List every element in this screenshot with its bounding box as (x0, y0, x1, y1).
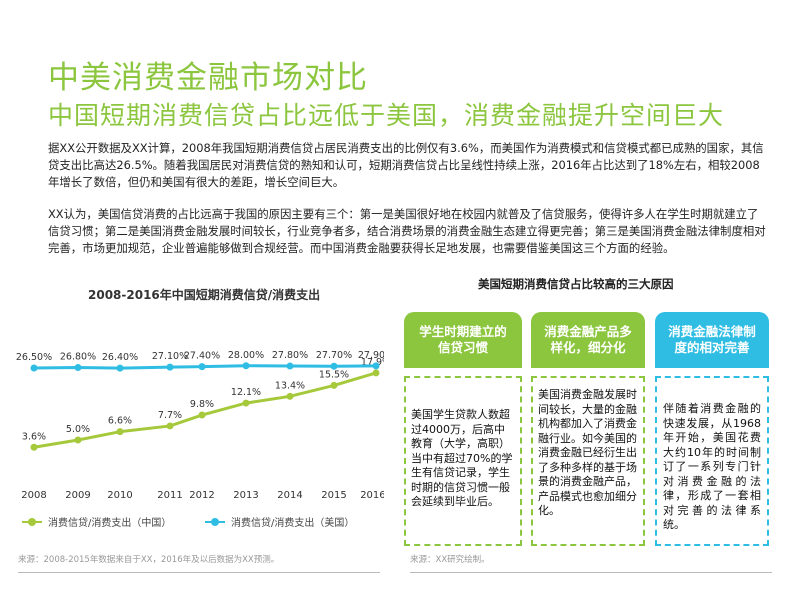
reason-3-box: 伴随着消费金融的快速发展，从1968年开始，美国花费大约10年的时间制订了一系列… (655, 376, 769, 546)
right-divider (410, 572, 772, 573)
x-tick-label: 2012 (189, 490, 214, 501)
series-line-china (33, 371, 377, 449)
reason-1-box: 美国学生贷款人数超过4000万，后高中教育（大学，高职）当中有超过70%的学生有… (404, 376, 522, 546)
analysis-paragraph: XX认为，美国信贷消费的占比远高于我国的原因主要有三个：第一是美国很好地在校园内… (48, 207, 766, 255)
data-point-china (372, 369, 380, 377)
x-tick-label: 2014 (277, 490, 302, 501)
legend-label-usa: 消费信贷/消费支出（美国） (231, 518, 355, 529)
reason-2-text: 美国消费金融发展时间较长，大量的金融机构都加入了消费金融行业。如今美国的消费金融… (538, 388, 637, 517)
chart-title: 2008-2016年中国短期消费信贷/消费支出 (88, 288, 321, 302)
left-divider (18, 572, 380, 573)
data-label-usa: 27.10% (152, 351, 188, 362)
legend-label-china: 消费信贷/消费支出（中国） (48, 518, 172, 529)
data-point-usa (242, 362, 250, 370)
legend-item-usa: 消费信贷/消费支出（美国） (205, 514, 354, 529)
data-point-china (286, 392, 294, 400)
x-tick-label: 2015 (321, 490, 346, 501)
page-title: 中美消费金融市场对比 (48, 60, 368, 96)
data-label-china: 17.9% (361, 357, 384, 368)
data-point-china (116, 428, 124, 436)
intro-paragraph: 据XX公开数据及XX计算，2008年我国短期消费信贷占居民消费支出的比例仅有3.… (48, 141, 764, 189)
data-label-china: 13.4% (275, 380, 305, 391)
data-point-usa (30, 364, 38, 372)
x-tick-label: 2011 (157, 490, 182, 501)
x-tick-label: 2010 (107, 490, 132, 501)
data-point-china (30, 443, 38, 451)
reason-2-box: 美国消费金融发展时间较长，大量的金融机构都加入了消费金融行业。如今美国的消费金融… (531, 376, 645, 546)
data-label-china: 6.6% (108, 416, 132, 427)
data-label-usa: 27.80% (272, 350, 308, 361)
data-point-usa (198, 363, 206, 371)
reason-1-header: 学生时期建立的信贷习惯 (404, 312, 522, 368)
data-label-usa: 27.90% (358, 350, 384, 361)
reason-3-text: 伴随着消费金融的快速发展，从1968年开始，美国花费大约10年的时间制订了一系列… (663, 402, 761, 531)
data-label-usa: 26.40% (102, 352, 138, 363)
data-label-china: 15.5% (319, 369, 349, 380)
reason-2-header: 消费金融产品多样化，细分化 (531, 312, 645, 368)
data-label-usa: 28.00% (228, 350, 264, 361)
data-point-usa (286, 362, 294, 370)
data-label-china: 3.6% (22, 431, 46, 442)
data-label-china: 7.7% (158, 410, 182, 421)
data-label-usa: 26.50% (16, 352, 52, 363)
data-label-china: 9.8% (190, 399, 214, 410)
reasons-title: 美国短期消费信贷占比较高的三大原因 (478, 277, 674, 291)
data-point-usa (330, 362, 338, 370)
data-point-china (198, 411, 206, 419)
data-label-usa: 26.80% (60, 352, 96, 363)
legend-item-china: 消费信贷/消费支出（中国） (22, 514, 171, 529)
reason-1-text: 美国学生贷款人数超过4000万，后高中教育（大学，高职）当中有超过70%的学生有… (411, 408, 513, 508)
x-tick-label: 2009 (65, 490, 90, 501)
data-point-china (330, 381, 338, 389)
data-point-china (74, 436, 82, 444)
line-chart: 3.6% 5.0% 6.6% 7.7% 9.8% 12.1% 13.4% 15.5% 17.9%… (16, 350, 384, 501)
x-tick-label: 2008 (21, 490, 46, 501)
data-point-usa (166, 363, 174, 371)
x-tick-label: 2016e (360, 490, 384, 501)
data-point-china (242, 399, 250, 407)
data-point-usa (372, 362, 380, 370)
reason-3-header: 消费金融法律制度的相对完善 (655, 312, 769, 368)
legend-marker-china (22, 517, 42, 526)
page-subtitle: 中国短期消费信贷占比远低于美国，消费金融提升空间巨大 (48, 101, 725, 130)
chart-source-note: 来源：2008-2015年数据来自于XX，2016年及以后数据为XX预测。 (18, 555, 280, 565)
data-point-usa (116, 364, 124, 372)
data-label-china: 5.0% (66, 424, 90, 435)
data-label-china: 12.1% (231, 387, 261, 398)
data-label-usa: 27.70% (316, 350, 352, 361)
data-label-usa: 27.40% (184, 351, 220, 362)
data-point-china (166, 422, 174, 430)
reasons-source-note: 来源：XX研究绘制。 (410, 555, 490, 565)
legend-marker-usa (205, 517, 225, 526)
x-tick-label: 2013 (233, 490, 258, 501)
data-point-usa (74, 364, 82, 372)
